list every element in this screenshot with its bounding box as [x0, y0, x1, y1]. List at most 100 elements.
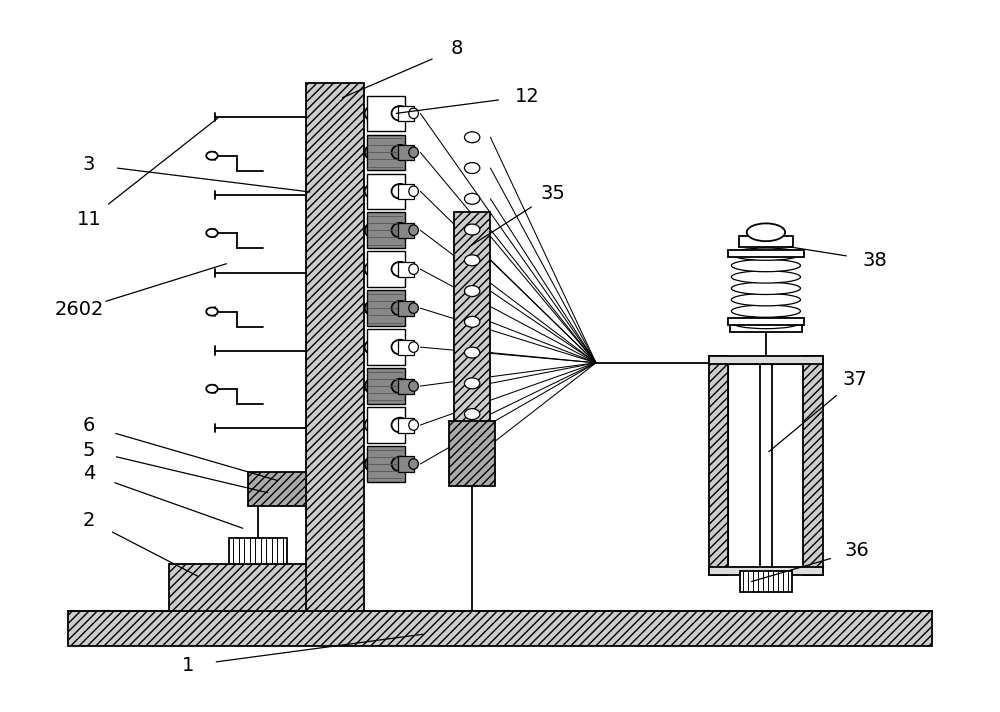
Bar: [398, 340, 414, 355]
Bar: [367, 330, 405, 365]
Circle shape: [464, 162, 480, 174]
Ellipse shape: [731, 305, 800, 318]
Bar: [398, 417, 414, 433]
Ellipse shape: [409, 420, 418, 430]
Circle shape: [464, 194, 480, 204]
Ellipse shape: [365, 223, 382, 238]
Bar: [398, 223, 414, 238]
Circle shape: [464, 132, 480, 142]
Bar: [740, 570, 792, 592]
Text: 5: 5: [83, 441, 95, 460]
Ellipse shape: [365, 262, 382, 276]
Circle shape: [206, 308, 218, 315]
Circle shape: [464, 286, 480, 296]
Bar: [709, 356, 823, 365]
Bar: [398, 262, 414, 277]
Ellipse shape: [731, 293, 800, 306]
Bar: [398, 300, 414, 315]
Ellipse shape: [392, 456, 409, 471]
Bar: [367, 446, 405, 482]
Bar: [709, 356, 728, 575]
Circle shape: [464, 378, 480, 389]
Text: 11: 11: [77, 210, 101, 229]
Ellipse shape: [392, 145, 409, 159]
Ellipse shape: [365, 145, 382, 159]
Ellipse shape: [392, 223, 409, 238]
Ellipse shape: [365, 379, 382, 394]
Bar: [398, 456, 414, 471]
Ellipse shape: [409, 381, 418, 392]
Ellipse shape: [409, 186, 418, 197]
Ellipse shape: [365, 456, 382, 471]
Ellipse shape: [392, 379, 409, 394]
Bar: [454, 212, 490, 424]
Bar: [367, 135, 405, 170]
Ellipse shape: [731, 248, 800, 261]
Circle shape: [464, 347, 480, 358]
Ellipse shape: [392, 418, 409, 432]
Ellipse shape: [731, 282, 800, 295]
Bar: [367, 251, 405, 287]
Bar: [306, 83, 364, 611]
Text: 36: 36: [845, 541, 869, 560]
Circle shape: [464, 409, 480, 419]
Bar: [398, 184, 414, 199]
Bar: [68, 611, 932, 646]
Circle shape: [206, 152, 218, 159]
Ellipse shape: [409, 147, 418, 157]
Bar: [367, 95, 405, 131]
Text: 6: 6: [83, 417, 95, 435]
Bar: [728, 365, 803, 567]
Text: 3: 3: [83, 155, 95, 174]
Bar: [728, 318, 804, 325]
Ellipse shape: [409, 264, 418, 274]
Bar: [730, 323, 802, 332]
Bar: [803, 356, 823, 575]
Text: 12: 12: [515, 87, 539, 106]
Ellipse shape: [392, 184, 409, 199]
Ellipse shape: [731, 259, 800, 272]
Circle shape: [464, 316, 480, 328]
Text: 1: 1: [182, 656, 194, 675]
Text: 37: 37: [843, 370, 868, 389]
Text: 38: 38: [862, 251, 887, 270]
Bar: [709, 567, 823, 575]
Ellipse shape: [409, 225, 418, 236]
Bar: [367, 290, 405, 326]
Ellipse shape: [365, 340, 382, 355]
Circle shape: [206, 229, 218, 237]
Ellipse shape: [392, 106, 409, 121]
Ellipse shape: [731, 271, 800, 283]
Ellipse shape: [409, 108, 418, 119]
Text: 2602: 2602: [55, 300, 104, 319]
Bar: [398, 106, 414, 121]
Ellipse shape: [731, 316, 800, 329]
Ellipse shape: [365, 184, 382, 199]
Ellipse shape: [409, 342, 418, 352]
Text: 2: 2: [83, 511, 95, 530]
Bar: [367, 212, 405, 248]
Bar: [398, 145, 414, 159]
Ellipse shape: [392, 300, 409, 315]
Bar: [728, 250, 804, 257]
Ellipse shape: [365, 418, 382, 432]
Bar: [169, 565, 342, 611]
Bar: [739, 236, 793, 247]
Ellipse shape: [409, 459, 418, 469]
Bar: [367, 174, 405, 209]
Bar: [248, 472, 306, 506]
Ellipse shape: [392, 340, 409, 355]
Ellipse shape: [392, 262, 409, 276]
Circle shape: [206, 384, 218, 393]
Ellipse shape: [409, 303, 418, 313]
Text: 8: 8: [451, 39, 463, 58]
Ellipse shape: [365, 300, 382, 315]
Text: 4: 4: [83, 464, 95, 483]
Ellipse shape: [365, 106, 382, 121]
Bar: [449, 421, 495, 486]
Bar: [398, 379, 414, 394]
Circle shape: [464, 224, 480, 235]
Ellipse shape: [747, 224, 785, 241]
Text: 35: 35: [540, 184, 565, 203]
Bar: [229, 538, 287, 565]
